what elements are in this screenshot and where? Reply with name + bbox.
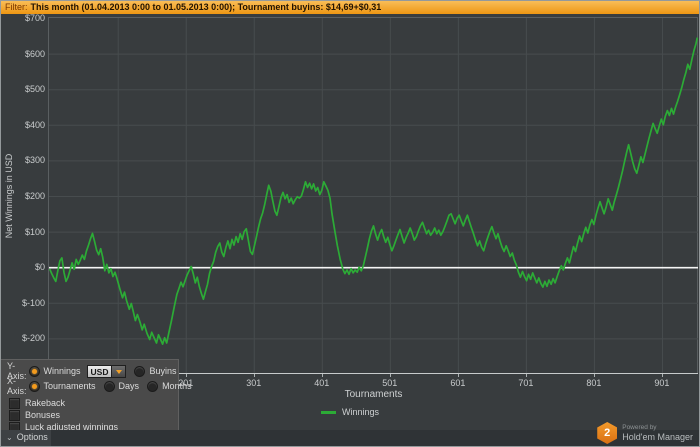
x-tick-label: 301: [246, 378, 262, 388]
y-axis-radio-winnings[interactable]: [28, 365, 40, 377]
checkbox-row: Rakeback: [7, 397, 178, 409]
x-tick-label: 201: [178, 378, 194, 388]
options-tab-label: Options: [16, 432, 48, 442]
chart-legend: Winnings: [321, 407, 379, 417]
x-tick-mark: [185, 374, 187, 377]
y-tick-label: $-100: [21, 297, 45, 308]
filter-bar[interactable]: Filter: This month (01.04.2013 0:00 to 01…: [1, 1, 699, 14]
x-tick-mark: [457, 374, 459, 377]
x-axis-radio-label: Tournaments: [43, 381, 96, 391]
x-axis-option-row: X-Axis: Tournaments Days Months: [7, 376, 192, 396]
powered-by-text: Powered by: [622, 424, 657, 432]
x-tick-mark: [661, 374, 663, 377]
checkbox-label: Rakeback: [25, 398, 66, 408]
y-axis-radio-group: Winnings USD Buyins: [27, 364, 183, 378]
options-toggle-tab[interactable]: ⌄ Options: [1, 430, 51, 446]
y-axis-radio-buyins[interactable]: [134, 365, 146, 377]
winnings-legend-swatch: [321, 410, 336, 414]
x-axis-radio-label: Days: [118, 381, 140, 391]
x-axis-radio-months[interactable]: [147, 380, 159, 392]
x-tick-mark: [389, 374, 391, 377]
status-bar: [1, 430, 699, 446]
x-tick-label: 801: [586, 378, 602, 388]
y-tick-label: $700: [24, 13, 45, 23]
winnings-line-chart[interactable]: [49, 18, 698, 374]
checkbox-bonuses[interactable]: [9, 409, 20, 421]
x-axis-title: Tournaments: [344, 389, 403, 400]
x-axis-row-label: X-Axis:: [7, 376, 27, 396]
y-tick-label: $300: [24, 155, 45, 166]
x-axis-radio-tournaments[interactable]: [28, 380, 40, 392]
checkbox-label: Bonuses: [25, 410, 61, 420]
checkbox-label: Luck adjusted winnings: [25, 422, 119, 432]
x-tick-label: 901: [654, 378, 670, 388]
graph-options-panel: Y-Axis: Winnings USD Buyins X-Axis: Tourna…: [1, 359, 192, 433]
x-tick-label: 701: [518, 378, 534, 388]
y-tick-label: $0: [34, 262, 45, 273]
y-tick-label: $-200: [21, 333, 45, 344]
y-tick-label: $400: [24, 119, 45, 130]
currency-dropdown[interactable]: USD: [86, 364, 127, 378]
x-tick-mark: [321, 374, 323, 377]
brand-name: Hold'em Manager: [622, 431, 693, 442]
y-axis-row-label: Y-Axis:: [7, 361, 27, 381]
x-tick-mark: [253, 374, 255, 377]
x-tick-label: 601: [450, 378, 466, 388]
checkbox-row: Bonuses: [7, 409, 178, 421]
x-tick-mark: [593, 374, 595, 377]
y-tick-label: $600: [24, 48, 45, 59]
winnings-series-line: [49, 37, 698, 345]
filter-label: Filter:: [5, 2, 28, 12]
x-tick-label: 401: [314, 378, 330, 388]
y-tick-label: $200: [24, 191, 45, 201]
x-axis-radio-days[interactable]: [103, 380, 115, 392]
x-axis-radio-label: Months: [162, 381, 192, 391]
y-tick-label: $100: [24, 226, 45, 237]
currency-dropdown-arrow-icon[interactable]: [112, 364, 127, 378]
x-tick-mark: [525, 374, 527, 377]
chevron-down-icon: ⌄: [6, 433, 13, 442]
currency-value: USD: [86, 364, 113, 378]
checkbox-rakeback[interactable]: [9, 397, 20, 409]
x-tick-label: 501: [382, 378, 398, 388]
graph-option-checkboxes: Rakeback Bonuses Luck adjusted winnings: [7, 397, 178, 433]
x-axis-radio-group: Tournaments Days Months: [27, 380, 198, 392]
winnings-legend-label: Winnings: [342, 407, 380, 417]
y-axis-radio-label: Winnings: [43, 366, 81, 376]
filter-value: This month (01.04.2013 0:00 to 01.05.201…: [30, 2, 382, 12]
y-axis-option-row: Y-Axis: Winnings USD Buyins: [7, 361, 178, 381]
y-tick-label: $500: [24, 84, 45, 95]
holdem-manager-logo-icon: 2: [597, 422, 618, 444]
y-axis-radio-label: Buyins: [149, 366, 177, 376]
branding: 2 Powered by Hold'em Manager: [597, 422, 693, 444]
